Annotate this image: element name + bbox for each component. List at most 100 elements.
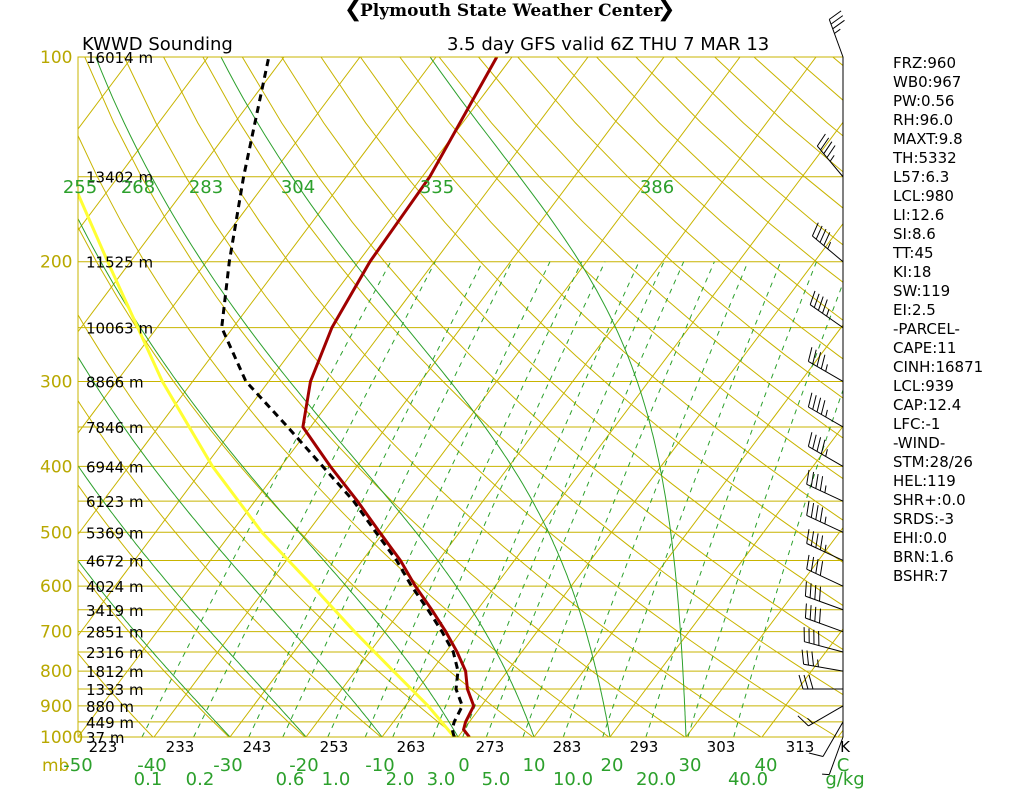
mixing-ratio-tick-label: 0.2 — [186, 769, 215, 790]
wind-barb-feather — [804, 581, 807, 597]
wind-barb-staff — [805, 617, 844, 633]
wind-barb-feather — [819, 228, 827, 243]
wind-barb-half-feather — [829, 155, 835, 162]
index-line: LCL:939 — [893, 377, 954, 395]
wind-barb-feather — [801, 649, 805, 665]
mixing-ratio-line — [141, 261, 392, 737]
chart-title-left: KWWD Sounding — [82, 34, 233, 55]
isotherm-line — [685, 526, 843, 737]
dry-adiabat-line — [478, 57, 843, 399]
wind-barb-feather — [809, 583, 812, 598]
mixing-ratio-line — [645, 261, 817, 737]
dry-adiabat-line — [674, 57, 843, 209]
temperature-tick-label: 10 — [523, 755, 546, 776]
pressure-tick-label: 400 — [40, 457, 72, 477]
mixing-ratio-line — [485, 261, 685, 737]
height-tick-label: 4024 m — [86, 578, 144, 596]
wind-barb-staff — [828, 736, 844, 775]
wind-barb-feather — [797, 715, 809, 727]
wind-barb-staff — [808, 360, 844, 382]
index-line: SW:119 — [893, 282, 950, 300]
temperature-tick-label: -10 — [365, 755, 394, 776]
index-line: PW:0.56 — [893, 92, 954, 110]
wind-barb-half-feather — [824, 544, 827, 553]
wind-barb-feather — [820, 354, 826, 370]
temperature-tick-label: 40 — [755, 755, 778, 776]
pressure-tick-label: 900 — [40, 697, 72, 717]
pressure-tick-label: 200 — [40, 253, 72, 273]
wind-barb-feather — [809, 290, 816, 305]
wind-barb-staff — [828, 19, 844, 58]
mixing-ratio-line — [602, 261, 782, 737]
wind-barb-feather — [812, 349, 817, 365]
height-tick-label: 3419 m — [86, 602, 144, 620]
wind-barb-feather — [803, 674, 809, 690]
wind-barb-feather — [810, 471, 815, 487]
chart-title-right: 3.5 day GFS valid 6Z THU 7 MAR 13 — [447, 34, 769, 55]
wind-barb-feather — [820, 400, 826, 415]
kelvin-tick-label: 303 — [707, 738, 736, 756]
temperature-tick-label: 20 — [601, 755, 624, 776]
height-tick-label: 1812 m — [86, 663, 144, 681]
isotherm-line — [305, 57, 817, 737]
moist-adiabat-line — [78, 559, 231, 737]
kelvin-unit-label: K — [840, 738, 851, 756]
index-line: CINH:16871 — [893, 358, 983, 376]
wind-barb-feather — [820, 137, 830, 151]
wind-barb-feather — [806, 469, 810, 485]
index-line: SRDS:-3 — [893, 510, 954, 528]
height-tick-label: 2316 m — [86, 644, 144, 662]
temperature-tick-label: 0 — [458, 755, 469, 776]
dry-adiabat-line — [78, 134, 610, 737]
height-tick-label: 7846 m — [86, 419, 144, 437]
wind-barb-half-feather — [817, 659, 819, 667]
wind-barb-feather — [813, 293, 820, 308]
theta-e-label: 304 — [281, 177, 315, 198]
moist-adiabat-line — [78, 464, 307, 737]
isotherm-line — [153, 57, 665, 737]
wind-barb-feather — [826, 145, 836, 158]
wind-barb-feather — [807, 392, 813, 408]
dry-adiabat-line — [635, 57, 843, 246]
wind-barb-feather — [815, 533, 819, 548]
temperature-tick-label: 30 — [679, 755, 702, 776]
header: ❮ Plymouth State Weather Center ❯ — [344, 0, 675, 22]
pressure-tick-label: 700 — [40, 623, 72, 643]
index-line: KI:18 — [893, 263, 931, 281]
wind-barb-staff — [803, 663, 844, 672]
wind-barb-feather — [823, 232, 831, 246]
index-line: LFC:-1 — [893, 415, 940, 433]
dry-adiabat-line — [438, 57, 843, 439]
moist-adiabat-line — [78, 217, 459, 737]
wind-barb-layer — [797, 10, 845, 776]
mixing-ratio-tick-label: 10.0 — [553, 769, 593, 790]
wind-barb-feather — [815, 225, 823, 240]
wind-barb-half-feather — [824, 485, 827, 493]
index-line: BRN:1.6 — [893, 548, 954, 566]
wind-barb-half-feather — [824, 516, 827, 524]
index-line: FRZ:960 — [893, 54, 956, 72]
index-line: SHR+:0.0 — [893, 491, 966, 509]
height-tick-label: 10063 m — [86, 320, 153, 338]
mixing-ratio-line — [562, 261, 749, 737]
pressure-tick-label: 300 — [40, 372, 72, 392]
header-flag-right-icon: ❯ — [657, 0, 675, 22]
isotherm-line — [78, 57, 361, 434]
wind-barb-feather — [814, 606, 817, 622]
mixing-ratio-tick-label: 1.0 — [322, 769, 351, 790]
wind-barb-feather — [830, 15, 844, 25]
wind-barb-half-feather — [825, 364, 828, 372]
kelvin-tick-label: 253 — [320, 738, 349, 756]
index-line: TH:5332 — [892, 149, 957, 167]
height-tick-label: 4672 m — [86, 552, 144, 570]
isotherm-line — [78, 57, 285, 333]
wind-barb-staff — [806, 568, 844, 587]
wind-barb-half-feather — [822, 773, 830, 776]
wind-barb-half-feather — [825, 449, 828, 457]
wind-barb-feather — [819, 476, 824, 491]
mixing-ratio-line — [364, 261, 583, 737]
dry-adiabat-line — [753, 57, 843, 137]
pressure-tick-label: 1000 — [40, 728, 83, 748]
wind-barb-staff — [812, 235, 844, 263]
